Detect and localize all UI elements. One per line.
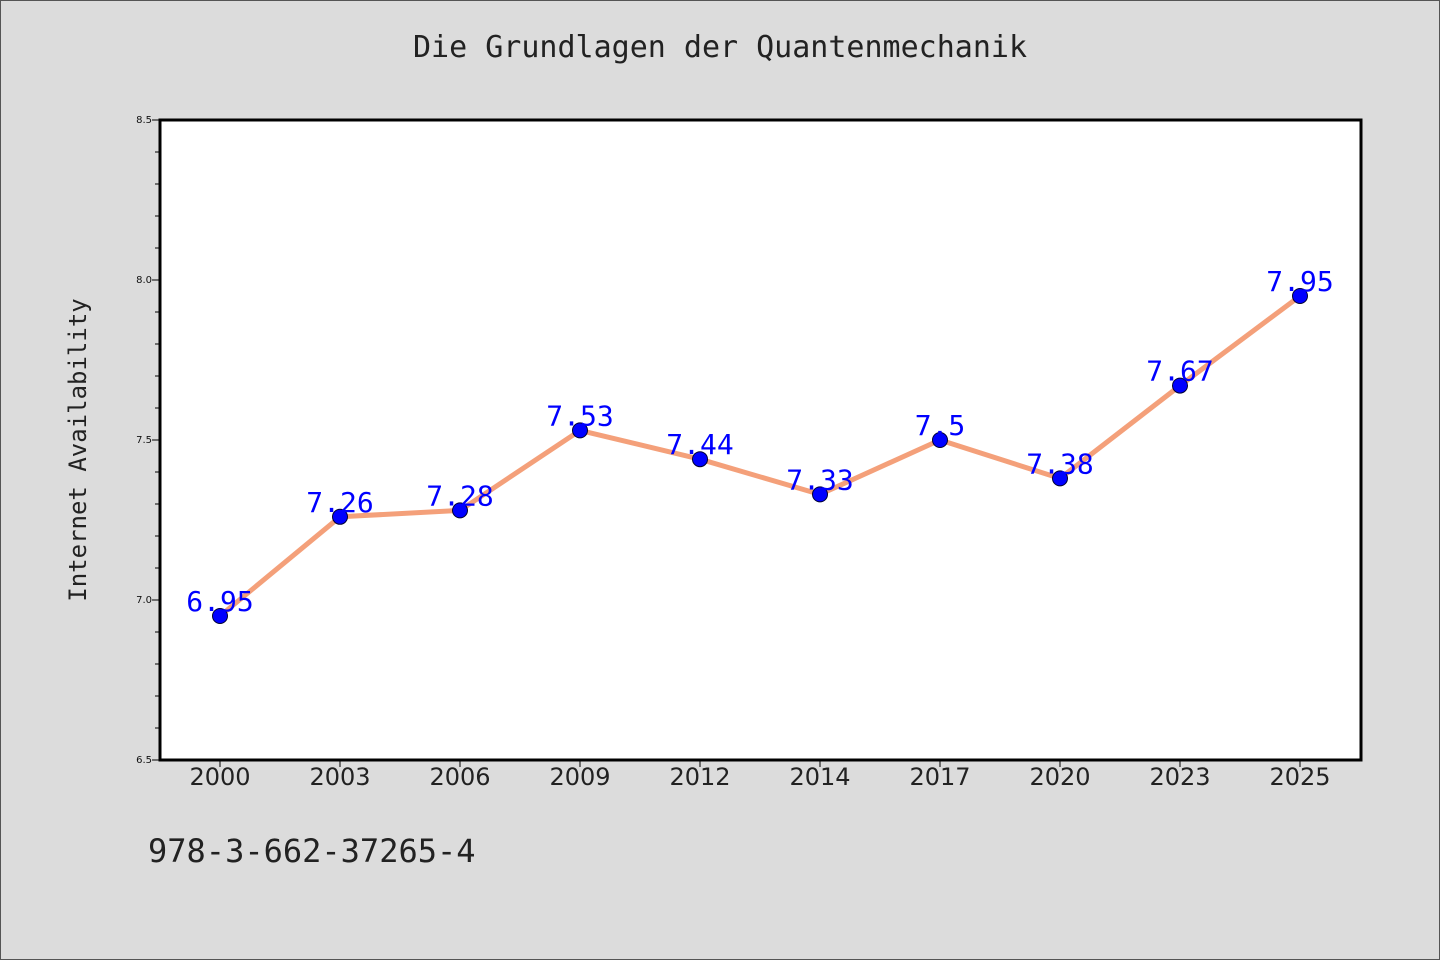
data-point (1172, 377, 1188, 394)
y-axis: 6.5 7.0 7.5 8.0 8.5 (136, 115, 160, 766)
chart-title: Die Grundlagen der Quantenmechanik (412, 30, 1028, 65)
data-label: 7.53 (546, 399, 613, 432)
data-point (332, 508, 348, 525)
x-tick-label: 2006 (429, 763, 490, 791)
data-point (572, 422, 588, 439)
x-tick-label: 2017 (909, 763, 970, 791)
data-label: 7.33 (786, 463, 853, 496)
data-point (452, 502, 468, 519)
data-label: 7.26 (306, 486, 373, 519)
data-point (1052, 470, 1068, 487)
data-label: 7.38 (1026, 447, 1093, 480)
y-tick-label: 7.0 (136, 595, 152, 606)
x-axis: 2000 2003 2006 2009 2012 2014 2017 2020 2023 2025 (189, 760, 1331, 791)
data-point (812, 486, 828, 503)
series-line (217, 293, 1303, 619)
data-label-layer: 6.95 7.26 7.28 7.53 7.44 7.33 7.5 7.38 7.67 7.95 (186, 265, 1333, 618)
data-label: 7.44 (666, 428, 733, 461)
series-layer (212, 288, 1308, 624)
data-point (692, 451, 708, 468)
x-tick-label: 2020 (1029, 763, 1090, 791)
y-axis-label: Internet Availability (64, 298, 92, 601)
data-label: 6.95 (186, 585, 253, 618)
x-tick-label: 2000 (189, 763, 250, 791)
data-point (212, 608, 228, 624)
isbn-text: 978-3-662-37265-4 (148, 832, 476, 870)
data-label: 7.28 (426, 479, 493, 512)
x-tick-label: 2025 (1269, 763, 1330, 791)
data-point (932, 432, 948, 448)
x-tick-label: 2009 (549, 763, 610, 791)
y-tick-label: 8.0 (136, 275, 152, 286)
data-label: 7.67 (1146, 355, 1213, 388)
x-tick-label: 2023 (1149, 763, 1210, 791)
data-point (1292, 288, 1308, 304)
x-tick-label: 2003 (309, 763, 370, 791)
y-tick-label: 7.5 (136, 435, 152, 446)
x-tick-label: 2014 (789, 763, 850, 791)
x-tick-label: 2012 (669, 763, 730, 791)
y-tick-label: 6.5 (136, 755, 152, 766)
data-label: 7.95 (1266, 265, 1333, 298)
plot-area (158, 118, 1363, 762)
data-label: 7.5 (915, 409, 966, 442)
y-tick-label: 8.5 (136, 115, 152, 126)
